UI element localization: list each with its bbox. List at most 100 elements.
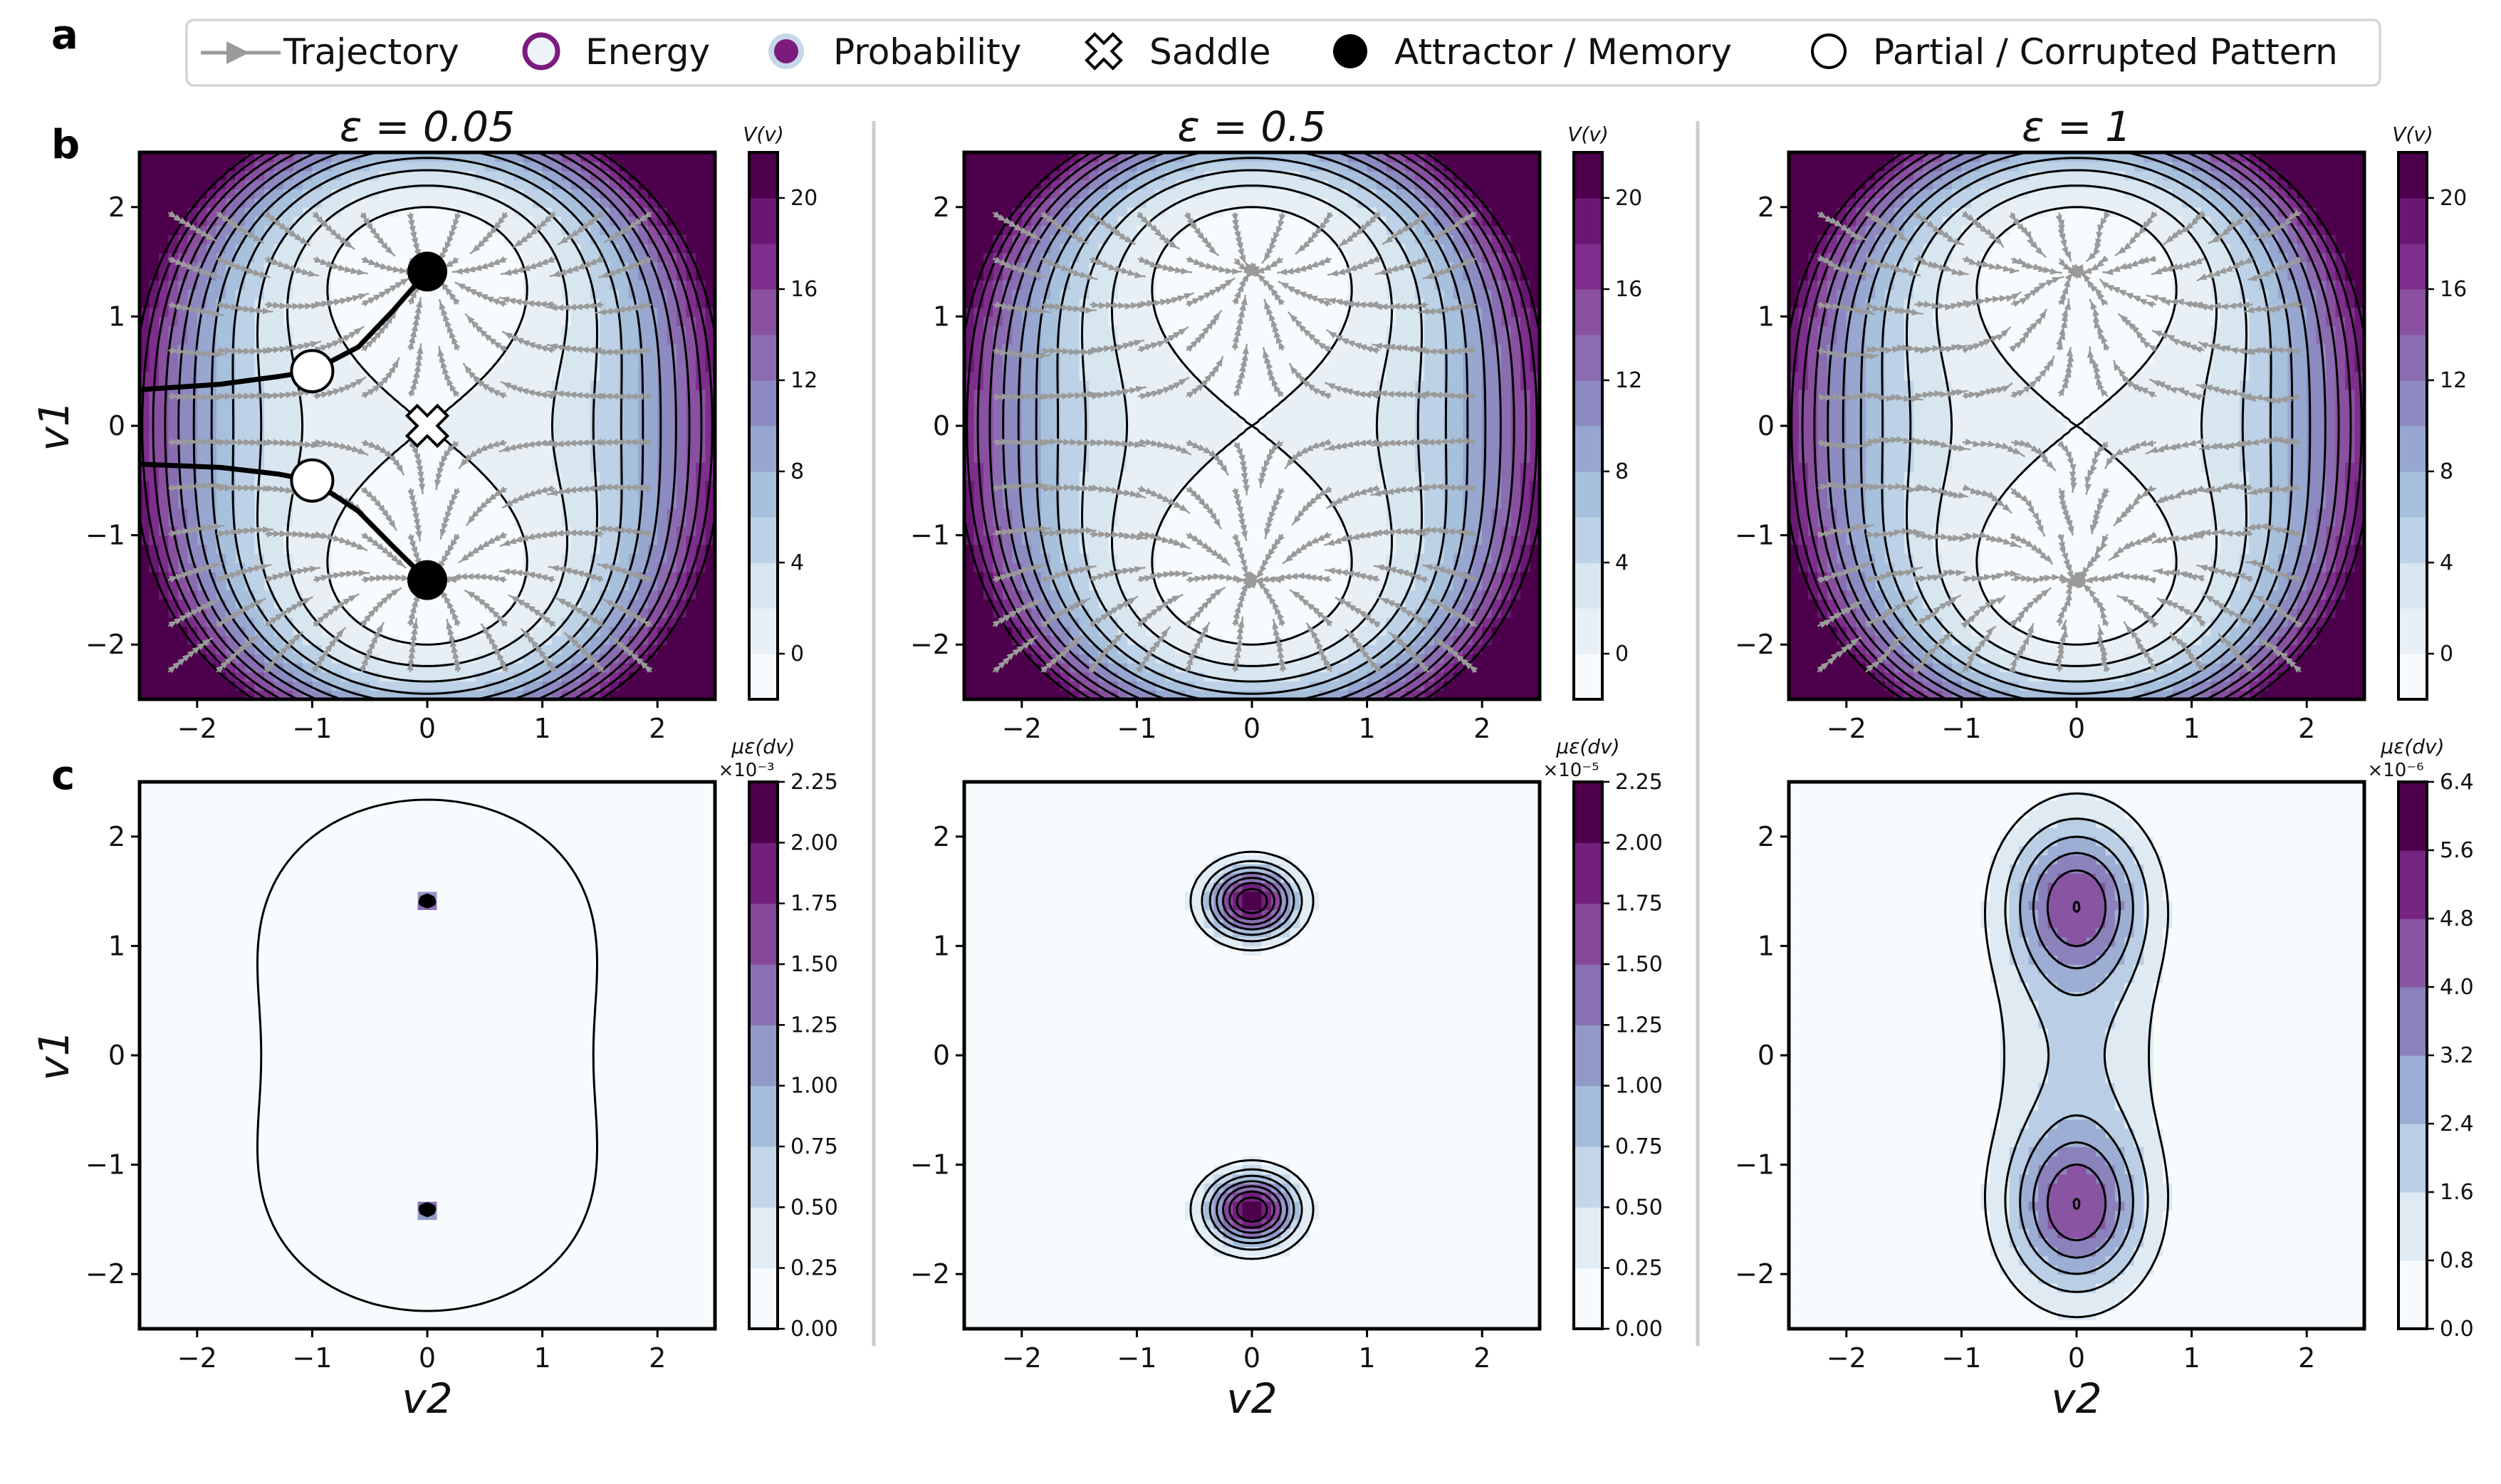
x-tick-label: 2 [649,713,666,744]
field-cell [456,407,466,417]
field-cell [149,325,160,335]
field-cell [523,590,533,600]
field-cell [533,517,543,527]
attractor-marker [407,560,447,600]
field-cell [542,580,553,591]
field-cell [993,672,1003,682]
field-cell [273,398,284,409]
field-cell [475,635,486,645]
field-cell [158,681,169,691]
field-cell [628,690,639,699]
field-cell [686,426,696,436]
field-cell [696,553,706,563]
field-cell [465,307,476,318]
field-cell [465,398,476,409]
field-cell [379,298,390,308]
field-cell [983,662,994,673]
field-cell [1156,617,1166,627]
field-cell [1108,626,1119,637]
field-cell [705,617,715,627]
field-cell [513,280,524,290]
field-cell [523,407,533,417]
field-cell [647,444,658,454]
field-cell [254,654,265,664]
field-cell [533,462,543,472]
field-cell [379,352,390,363]
field-cell [273,271,284,281]
field-cell [1501,672,1512,682]
field-cell [226,444,236,454]
field-cell [379,690,390,699]
field-cell [609,198,620,208]
field-cell [1396,553,1406,563]
field-cell [1156,662,1166,673]
field-cell [1491,672,1502,682]
field-cell [360,307,370,318]
field-cell [264,517,275,527]
field-cell [140,216,150,226]
field-cell [686,681,696,691]
field-cell [1194,517,1205,527]
field-cell [1184,608,1195,618]
field-cell [561,590,572,600]
field-cell [254,571,265,582]
field-cell [427,216,438,226]
field-cell [187,426,198,436]
field-cell [1156,544,1166,554]
field-cell [705,662,715,673]
field-cell [437,617,447,627]
field-cell [216,417,226,427]
field-cell [437,389,447,399]
field-cell [1108,580,1119,591]
field-cell [1213,526,1224,536]
field-cell [140,608,150,618]
field-cell [1472,672,1483,682]
field-cell [168,654,179,664]
field-cell [513,462,524,472]
field-cell [283,426,294,436]
field-cell [705,644,715,654]
field-cell [513,362,524,372]
field-cell [686,508,696,518]
field-cell [312,626,323,637]
field-cell [667,298,677,308]
field-cell [340,371,352,381]
field-cell [513,216,524,226]
field-cell [360,398,370,409]
field-cell [321,453,333,463]
field-cell [1491,662,1502,673]
field-cell [1319,635,1330,645]
field-cell [398,371,409,381]
field-cell [331,225,342,235]
field-cell [1137,517,1147,527]
field-cell [542,289,553,299]
field-cell [696,644,706,654]
field-cell [609,580,620,591]
field-cell [686,343,696,354]
field-cell [973,654,984,664]
field-cell [542,371,553,381]
field-cell [389,216,400,226]
field-cell [494,244,505,254]
field-cell [216,362,226,372]
field-cell [677,298,687,308]
field-cell [254,426,265,436]
field-cell [580,426,591,436]
field-cell [1146,517,1157,527]
field-cell [647,161,658,172]
field-cell [398,681,409,691]
field-cell [1089,608,1100,618]
field-cell [197,434,208,445]
field-cell [273,489,284,500]
field-cell [696,480,706,491]
field-cell [177,161,189,172]
field-cell [609,371,620,381]
field-cell [973,644,984,654]
field-cell [686,690,696,699]
field-cell [226,426,236,436]
field-cell [657,654,668,664]
field-cell [408,672,419,682]
field-cell [638,544,649,554]
field-cell [1261,644,1272,654]
